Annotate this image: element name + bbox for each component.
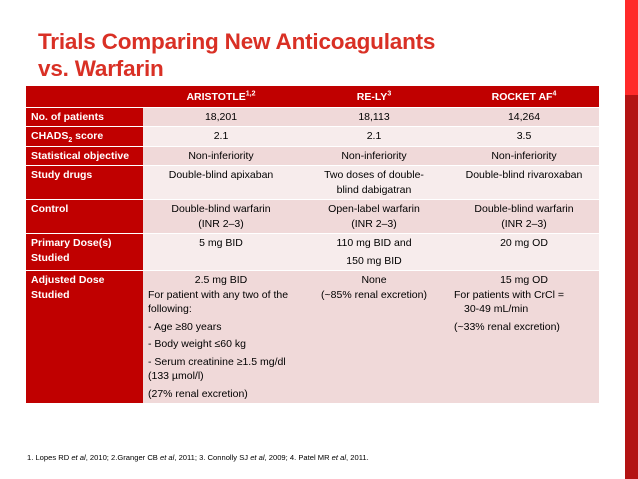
cell-control-rocket: Double-blind warfarin (INR 2–3) — [449, 199, 599, 234]
cell-control-rocket-line-1: Double-blind warfarin — [474, 203, 574, 215]
cell-control-aristotle: Double-blind warfarin (INR 2–3) — [143, 199, 299, 234]
cell-primary-dose-rely: 110 mg BID and 150 mg BID — [299, 233, 449, 271]
header-empty — [26, 86, 143, 108]
cell-drugs-rely-line-2: blind dabigatran — [336, 183, 412, 196]
header-rocket-ref: 4 — [552, 90, 557, 98]
table-row-objective: Statistical objective Non-inferiority No… — [26, 146, 599, 166]
table-row-control: Control Double-blind warfarin (INR 2–3) … — [26, 199, 599, 234]
row-label-chads: CHADS2 score — [26, 126, 143, 147]
row-label-chads-tail: score — [72, 130, 104, 142]
cell-adjusted-aristotle-line-2: - Age ≥80 years — [148, 320, 222, 333]
header-aristotle: ARISTOTLE1,2 — [143, 86, 299, 108]
trials-table: ARISTOTLE1,2 RE-LY3 ROCKET AF4 No. of pa… — [26, 86, 599, 404]
cell-drugs-rely-line-1: Two doses of double- — [324, 169, 424, 181]
row-label-adjusted-dose: Adjusted Dose Studied — [26, 270, 143, 404]
slide-title-line-1: Trials Comparing New Anticoagulants — [38, 29, 436, 54]
cell-adjusted-aristotle-line-1: For patient with any two of the followin… — [148, 288, 289, 316]
cell-adjusted-rely-note: (~85% renal excretion) — [321, 288, 427, 301]
cell-control-aristotle-line-1: Double-blind warfarin — [171, 203, 271, 215]
row-label-chads-sub: 2 — [68, 137, 73, 145]
table-header-row: ARISTOTLE1,2 RE-LY3 ROCKET AF4 — [26, 86, 599, 108]
ref-2-etal: et al — [159, 453, 175, 462]
cell-adjusted-aristotle-line-4: - Serum creatinine ≥1.5 mg/dl (133 µmol/… — [148, 355, 286, 383]
cell-patients-rely: 18,113 — [299, 107, 449, 127]
cell-objective-rely: Non-inferiority — [299, 146, 449, 166]
accent-bar-lower — [625, 95, 638, 479]
cell-adjusted-rocket-note: (~33% renal excretion) — [454, 320, 560, 333]
references-footnote: 1. Lopes RD et al, 2010; 2.Granger CB et… — [27, 453, 369, 462]
row-label-drugs: Study drugs — [26, 165, 143, 200]
cell-adjusted-aristotle-line-3: - Body weight ≤60 kg — [148, 338, 246, 350]
header-aristotle-label: ARISTOTLE — [186, 91, 246, 103]
slide-title-line-2: vs. Warfarin — [38, 56, 164, 81]
table-row-primary-dose: Primary Dose(s) Studied 5 mg BID 110 mg … — [26, 233, 599, 271]
row-label-patients: No. of patients — [26, 107, 143, 127]
cell-adjusted-dose-aristotle: 2.5 mg BID For patient with any two of t… — [143, 270, 299, 404]
table-row-chads: CHADS2 score 2.1 2.1 3.5 — [26, 126, 599, 147]
cell-primary-dose-rely-line-1: 110 mg BID and — [336, 237, 412, 249]
row-label-control: Control — [26, 199, 143, 234]
cell-control-aristotle-line-2: (INR 2–3) — [198, 217, 244, 230]
ref-4-etal: et al — [331, 453, 347, 462]
cell-drugs-aristotle: Double-blind apixaban — [143, 165, 299, 200]
cell-adjusted-rocket-dose: 15 mg OD — [500, 274, 548, 286]
cell-adjusted-rely-dose: None — [361, 274, 387, 286]
cell-adjusted-rocket-line-1: For patients with CrCl = — [454, 288, 564, 301]
header-rely-label: RE-LY — [356, 91, 388, 103]
cell-primary-dose-rocket: 20 mg OD — [449, 233, 599, 271]
cell-drugs-rocket: Double-blind rivaroxaban — [449, 165, 599, 200]
cell-patients-rocket: 14,264 — [449, 107, 599, 127]
ref-2-text: , 2010; 2.Granger CB — [85, 453, 160, 462]
ref-1-text: 1. Lopes RD — [27, 453, 72, 462]
ref-4-text: , 2009; 4. Patel MR — [264, 453, 332, 462]
table-row-patients: No. of patients 18,201 18,113 14,264 — [26, 107, 599, 127]
cell-adjusted-dose-rely: None (~85% renal excretion) — [299, 270, 449, 404]
cell-control-rely: Open-label warfarin (INR 2–3) — [299, 199, 449, 234]
ref-3-etal: et al — [250, 453, 265, 462]
row-label-objective: Statistical objective — [26, 146, 143, 166]
cell-control-rely-line-2: (INR 2–3) — [351, 217, 397, 230]
cell-adjusted-aristotle-dose: 2.5 mg BID — [194, 274, 248, 286]
cell-drugs-rely: Two doses of double- blind dabigatran — [299, 165, 449, 200]
header-rely-ref: 3 — [387, 90, 392, 98]
header-rely: RE-LY3 — [299, 86, 449, 108]
cell-primary-dose-rely-line-2: 150 mg BID — [346, 254, 402, 267]
cell-chads-rocket: 3.5 — [449, 126, 599, 147]
cell-adjusted-dose-rocket: 15 mg OD For patients with CrCl = 30-49 … — [449, 270, 599, 404]
table-row-adjusted-dose: Adjusted Dose Studied 2.5 mg BID For pat… — [26, 270, 599, 404]
cell-adjusted-aristotle-line-5: (27% renal excretion) — [148, 387, 248, 400]
cell-objective-rocket: Non-inferiority — [449, 146, 599, 166]
header-rocket: ROCKET AF4 — [449, 86, 599, 108]
table-row-drugs: Study drugs Double-blind apixaban Two do… — [26, 165, 599, 200]
row-label-primary-dose: Primary Dose(s) Studied — [26, 233, 143, 271]
cell-chads-aristotle: 2.1 — [143, 126, 299, 147]
ref-5-text: , 2011. — [346, 453, 369, 462]
slide-title: Trials Comparing New Anticoagulants vs. … — [38, 28, 435, 82]
ref-3-text: , 2011; 3. Connolly SJ — [174, 453, 251, 462]
cell-primary-dose-aristotle: 5 mg BID — [143, 233, 299, 271]
cell-objective-aristotle: Non-inferiority — [143, 146, 299, 166]
cell-control-rocket-line-2: (INR 2–3) — [501, 217, 547, 230]
cell-patients-aristotle: 18,201 — [143, 107, 299, 127]
row-label-chads-main: CHADS — [31, 130, 69, 142]
cell-adjusted-rocket-line-2: 30-49 mL/min — [464, 303, 529, 315]
header-rocket-label: ROCKET AF — [491, 91, 553, 103]
cell-control-rely-line-1: Open-label warfarin — [328, 203, 420, 215]
ref-1-etal: et al — [71, 453, 86, 462]
cell-chads-rely: 2.1 — [299, 126, 449, 147]
header-aristotle-ref: 1,2 — [245, 90, 256, 98]
